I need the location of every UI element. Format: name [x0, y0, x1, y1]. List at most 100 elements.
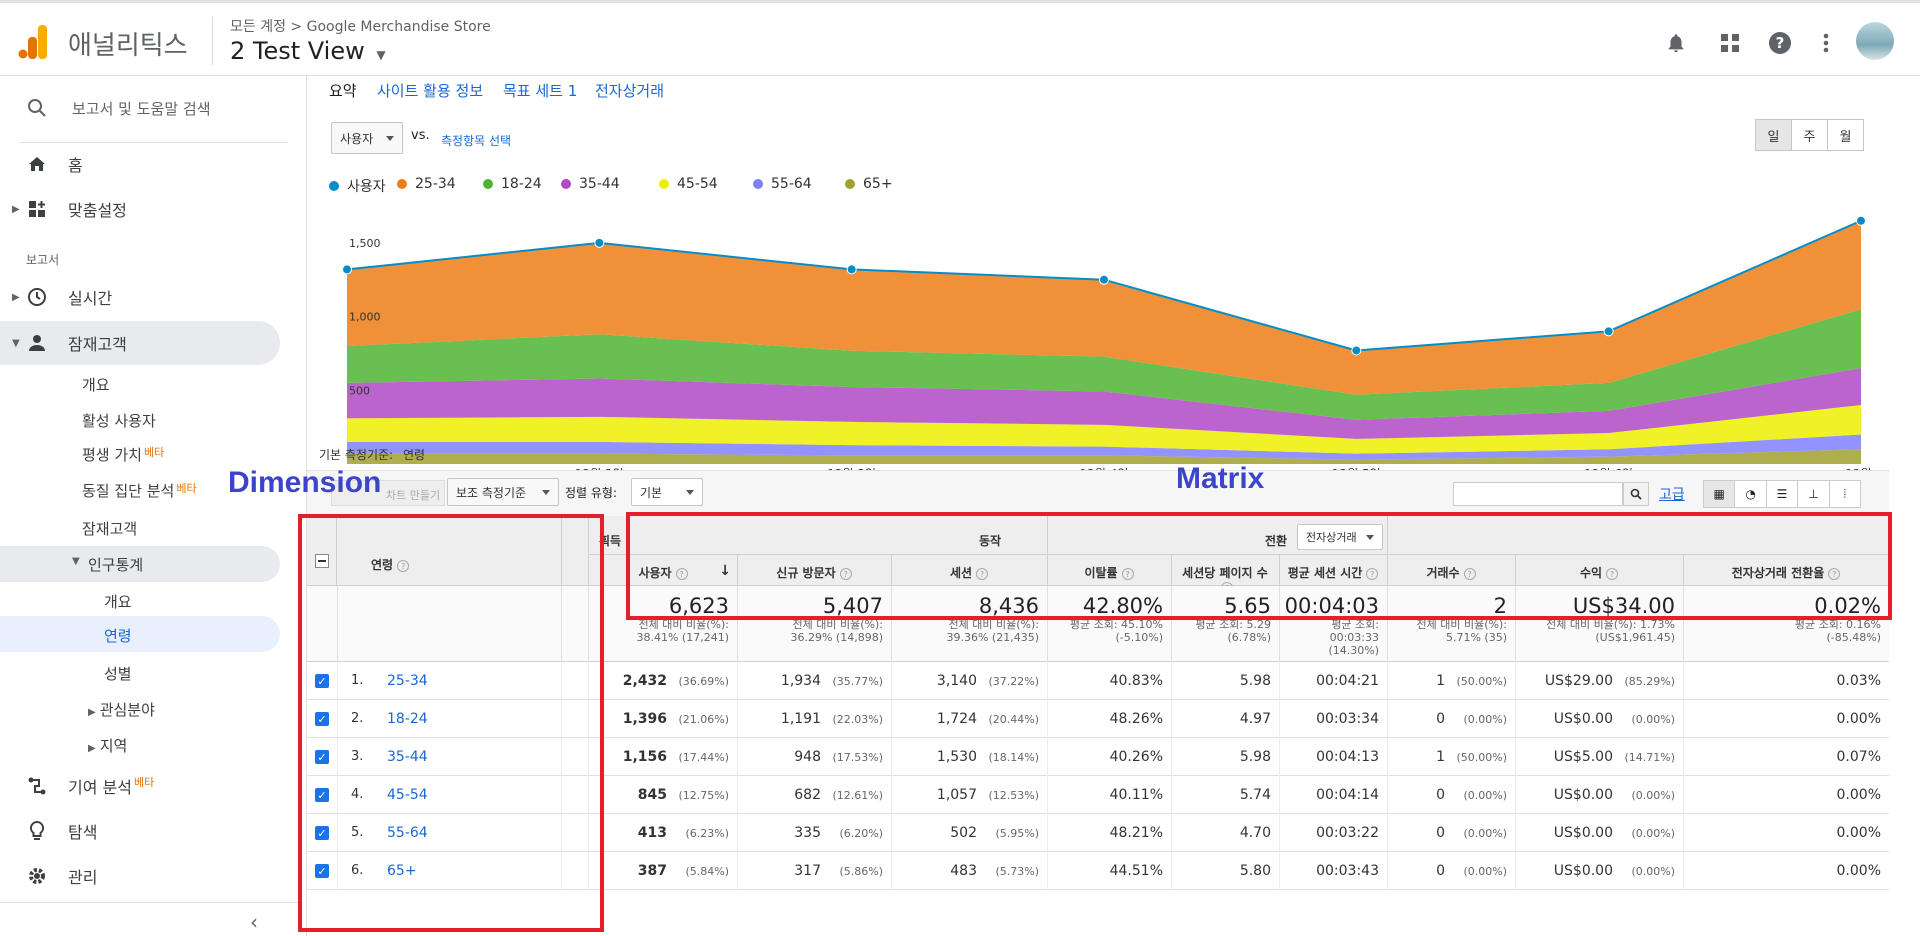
pie-view-icon[interactable]: ◔: [1735, 481, 1767, 507]
apps-grid-icon[interactable]: [1716, 29, 1744, 57]
sidebar-subitem-overview[interactable]: 개요: [82, 376, 110, 394]
row-dimension-link[interactable]: 55-64: [387, 825, 428, 841]
users-data-point[interactable]: [1099, 274, 1109, 285]
sidebar-subitem-gender[interactable]: 성별: [104, 665, 132, 683]
column-divider: [737, 554, 738, 586]
advanced-filter-link[interactable]: 고급: [1659, 487, 1685, 503]
table-search-input[interactable]: [1453, 482, 1623, 506]
sidebar-subitem-audiences[interactable]: 잠재고객: [82, 520, 138, 538]
sidebar-subitem-cohort[interactable]: 동질 집단 분석 베타: [82, 480, 197, 501]
sidebar-subitem-demo-overview[interactable]: 개요: [104, 593, 132, 611]
row-checkbox[interactable]: ✓: [315, 712, 329, 726]
legend-item[interactable]: 45-54: [659, 176, 718, 192]
pivot-view-icon[interactable]: ⦙: [1843, 486, 1847, 501]
column-header[interactable]: 전자상거래 전환율?: [1683, 566, 1889, 580]
sidebar-subitem-active-users[interactable]: 활성 사용자: [82, 412, 156, 430]
area-series-55-64[interactable]: [347, 434, 1861, 460]
sidebar-subitem-geo[interactable]: ▶ 지역: [88, 735, 127, 756]
user-avatar[interactable]: [1856, 22, 1894, 60]
legend-item[interactable]: 65+: [845, 176, 893, 192]
row-dimension-link[interactable]: 65+: [387, 863, 417, 879]
users-data-point[interactable]: [342, 264, 352, 275]
row-dimension-link[interactable]: 45-54: [387, 787, 428, 803]
column-header[interactable]: 거래수?: [1387, 566, 1515, 580]
table-row[interactable]: [307, 738, 1889, 776]
view-selector[interactable]: 2 Test View ▼: [230, 37, 386, 65]
table-row[interactable]: [307, 700, 1889, 738]
create-chart-button[interactable]: 차트 만들기: [331, 480, 445, 506]
table-row[interactable]: [307, 776, 1889, 814]
column-header[interactable]: 신규 방문자?: [737, 566, 891, 580]
column-header[interactable]: 사용자? ↓: [589, 563, 737, 580]
row-checkbox[interactable]: ✓: [315, 788, 329, 802]
users-data-point[interactable]: [1603, 326, 1614, 337]
column-header[interactable]: 수익?: [1515, 566, 1683, 580]
row-dimension-link[interactable]: 25-34: [387, 673, 428, 689]
conversion-select[interactable]: 전자상거래: [1297, 524, 1383, 550]
notification-bell-icon[interactable]: [1662, 29, 1690, 57]
users-data-point[interactable]: [1351, 345, 1362, 356]
row-checkbox[interactable]: ✓: [315, 750, 329, 764]
legend-item[interactable]: 25-34: [397, 176, 456, 192]
area-series-45-54[interactable]: [347, 405, 1861, 454]
table-row[interactable]: [307, 852, 1889, 890]
sort-desc-icon[interactable]: ↓: [719, 563, 731, 579]
sidebar-search[interactable]: 보고서 및 도움말 검색: [0, 88, 300, 128]
secondary-dimension-select[interactable]: 보조 측정기준: [447, 478, 559, 506]
area-series-65+[interactable]: [347, 449, 1861, 464]
users-data-point[interactable]: [1856, 215, 1866, 226]
sidebar-subitem-lifetime-value[interactable]: 평생 가치 베타: [82, 444, 164, 465]
column-header[interactable]: 평균 세션 시간?: [1279, 566, 1387, 580]
area-series-35-44[interactable]: [347, 368, 1861, 439]
column-header[interactable]: 이탈률?: [1047, 566, 1171, 580]
tab-goal-set-1[interactable]: 목표 세트 1: [503, 82, 578, 100]
tab-summary[interactable]: 요약: [329, 82, 357, 100]
tab-ecommerce[interactable]: 전자상거래: [595, 82, 665, 100]
select-all-checkbox[interactable]: [315, 554, 329, 568]
area-series-18-24[interactable]: [347, 309, 1861, 420]
row-checkbox[interactable]: ✓: [315, 864, 329, 878]
sort-type-select[interactable]: 기본: [631, 478, 703, 506]
sidebar-subitem-interests[interactable]: ▶ 관심분야: [88, 699, 155, 720]
sidebar-item-discover[interactable]: 탐색: [0, 811, 280, 851]
table-search-button[interactable]: [1623, 482, 1649, 506]
legend-item[interactable]: 35-44: [561, 176, 620, 192]
sidebar-subitem-demographics[interactable]: ▼ 인구통계: [0, 546, 280, 582]
legend-item[interactable]: 55-64: [753, 176, 812, 192]
comparison-view-icon[interactable]: ⊥: [1798, 481, 1830, 507]
table-row[interactable]: [307, 662, 1889, 700]
analytics-logo-icon[interactable]: [18, 25, 48, 59]
period-week-button[interactable]: 주: [1791, 119, 1828, 151]
column-header[interactable]: 세션?: [891, 566, 1047, 580]
sidebar-item-attribution[interactable]: 기여 분석 베타: [0, 766, 280, 806]
collapse-sidebar-icon[interactable]: ‹: [250, 910, 258, 934]
dimension-header[interactable]: 연령?: [371, 556, 410, 573]
legend-item[interactable]: 18-24: [483, 176, 542, 192]
users-data-point[interactable]: [594, 237, 605, 248]
sidebar-item-realtime[interactable]: ▶ 실시간: [0, 277, 280, 317]
row-checkbox[interactable]: ✓: [315, 674, 329, 688]
sidebar-item-admin[interactable]: 관리: [0, 856, 280, 896]
more-vert-icon[interactable]: [1812, 29, 1840, 57]
metric-pick-link[interactable]: 측정항목 선택: [441, 134, 512, 148]
metric-select[interactable]: 사용자: [331, 122, 403, 154]
row-dimension-link[interactable]: 35-44: [387, 749, 428, 765]
table-view-icon[interactable]: ▦: [1704, 481, 1736, 507]
help-icon[interactable]: ?: [1766, 29, 1794, 57]
account-breadcrumb[interactable]: 모든 계정 > Google Merchandise Store: [230, 19, 491, 35]
sidebar-subitem-age[interactable]: 연령: [0, 616, 280, 652]
tab-site-usage[interactable]: 사이트 활용 정보: [377, 82, 484, 100]
period-day-button[interactable]: 일: [1755, 119, 1792, 151]
area-series-25-34[interactable]: [347, 220, 1861, 395]
period-month-button[interactable]: 월: [1827, 119, 1864, 151]
sidebar-item-home[interactable]: 홈: [0, 144, 280, 184]
users-data-point[interactable]: [846, 264, 857, 275]
performance-view-icon[interactable]: ☰: [1767, 481, 1799, 507]
legend-item[interactable]: 사용자: [329, 176, 386, 196]
row-checkbox[interactable]: ✓: [315, 826, 329, 840]
sidebar-item-audience[interactable]: ▼ 잠재고객: [0, 321, 280, 365]
sidebar-item-customize[interactable]: ▶ 맞춤설정: [0, 189, 280, 229]
table-row[interactable]: [307, 814, 1889, 852]
row-dimension-link[interactable]: 18-24: [387, 711, 428, 727]
